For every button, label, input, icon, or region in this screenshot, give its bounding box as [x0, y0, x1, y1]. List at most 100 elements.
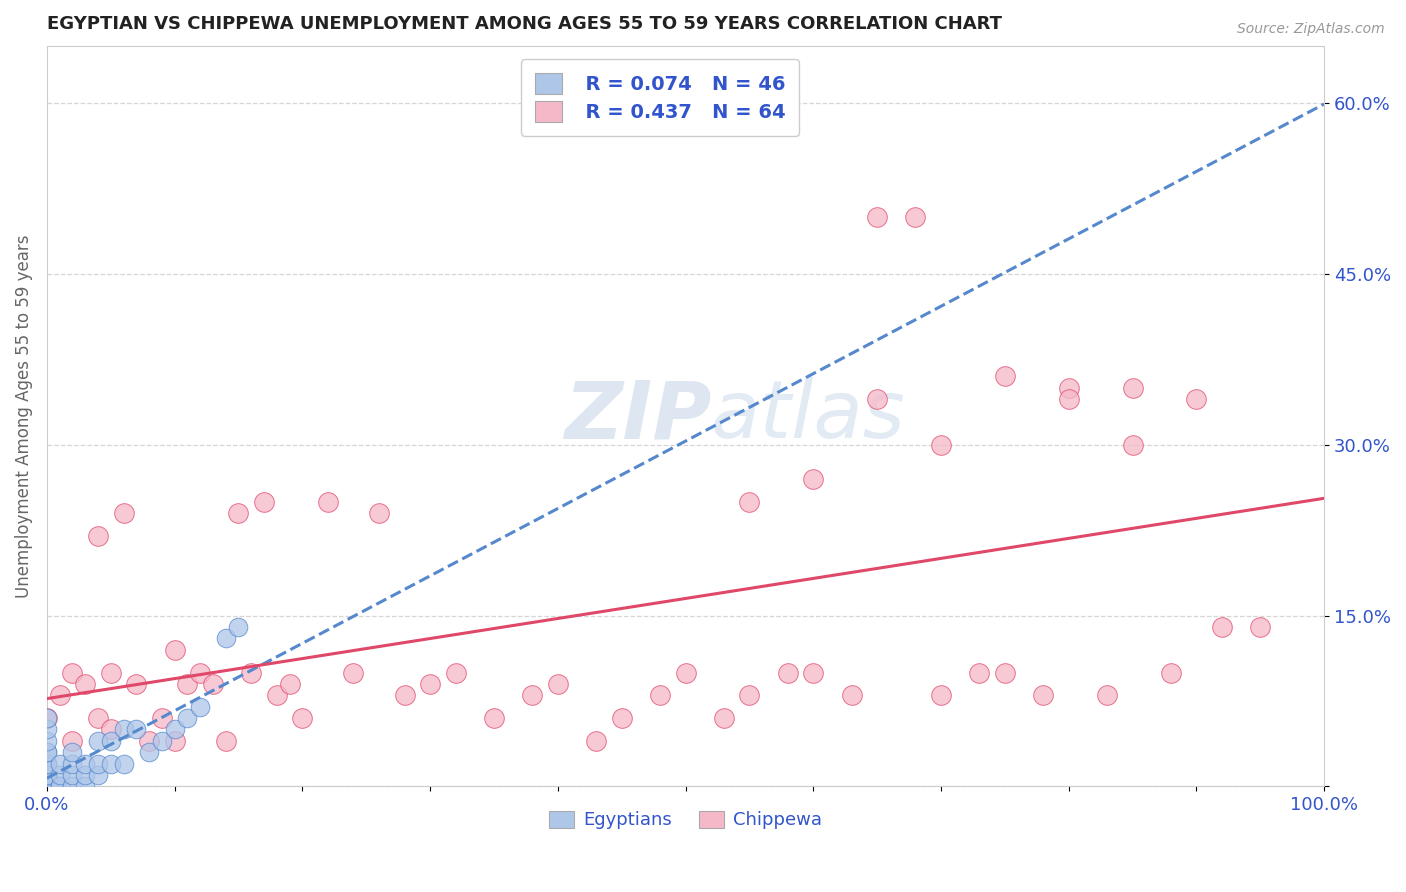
Point [994, 369, 1017, 384]
Point [1057, 381, 1080, 395]
Point [87, 768, 110, 782]
Point [188, 665, 211, 680]
Point [35, 780, 58, 794]
Point [1122, 437, 1144, 451]
Point [610, 711, 633, 725]
Point [291, 711, 314, 725]
Point [35, 780, 58, 794]
Point [215, 632, 238, 646]
Point [176, 711, 198, 725]
Point [738, 494, 761, 508]
Point [100, 756, 122, 771]
Point [522, 688, 544, 702]
Point [100, 665, 122, 680]
Point [48, 780, 70, 794]
Point [585, 734, 607, 748]
Point [35, 756, 58, 771]
Point [394, 688, 416, 702]
Point [150, 734, 173, 748]
Point [35, 711, 58, 725]
Point [866, 392, 889, 406]
Point [278, 677, 301, 691]
Point [929, 437, 952, 451]
Point [1057, 392, 1080, 406]
Point [62, 734, 84, 748]
Point [62, 745, 84, 759]
Point [188, 699, 211, 714]
Point [841, 688, 863, 702]
Point [35, 745, 58, 759]
Point [35, 780, 58, 794]
Point [929, 688, 952, 702]
Point [35, 768, 58, 782]
Point [801, 665, 824, 680]
Point [1160, 665, 1182, 680]
Point [419, 677, 441, 691]
Text: EGYPTIAN VS CHIPPEWA UNEMPLOYMENT AMONG AGES 55 TO 59 YEARS CORRELATION CHART: EGYPTIAN VS CHIPPEWA UNEMPLOYMENT AMONG … [46, 15, 1002, 33]
Point [150, 711, 173, 725]
Point [35, 780, 58, 794]
Point [62, 665, 84, 680]
Point [201, 677, 224, 691]
Point [138, 734, 160, 748]
Point [482, 711, 505, 725]
Point [35, 734, 58, 748]
Point [87, 734, 110, 748]
Point [648, 688, 671, 702]
Point [87, 711, 110, 725]
Point [75, 756, 97, 771]
Point [62, 780, 84, 794]
Point [62, 768, 84, 782]
Point [125, 677, 148, 691]
Point [1185, 392, 1208, 406]
Point [35, 780, 58, 794]
Point [48, 756, 70, 771]
Point [35, 711, 58, 725]
Point [776, 665, 799, 680]
Point [100, 723, 122, 737]
Point [35, 768, 58, 782]
Point [228, 506, 250, 520]
Point [316, 494, 339, 508]
Text: Source: ZipAtlas.com: Source: ZipAtlas.com [1237, 22, 1385, 37]
Text: atlas: atlas [711, 377, 905, 455]
Point [35, 745, 58, 759]
Point [125, 723, 148, 737]
Point [35, 780, 58, 794]
Point [713, 711, 735, 725]
Point [1032, 688, 1054, 702]
Point [1211, 620, 1233, 634]
Point [994, 665, 1017, 680]
Legend: Egyptians, Chippewa: Egyptians, Chippewa [541, 804, 830, 837]
Point [35, 756, 58, 771]
Point [48, 768, 70, 782]
Point [240, 665, 263, 680]
Point [866, 210, 889, 224]
Point [1095, 688, 1118, 702]
Point [75, 780, 97, 794]
Point [176, 677, 198, 691]
Point [112, 506, 135, 520]
Y-axis label: Unemployment Among Ages 55 to 59 years: Unemployment Among Ages 55 to 59 years [15, 235, 32, 598]
Point [35, 768, 58, 782]
Point [547, 677, 569, 691]
Point [738, 688, 761, 702]
Point [75, 768, 97, 782]
Point [138, 745, 160, 759]
Point [112, 723, 135, 737]
Point [35, 780, 58, 794]
Point [48, 780, 70, 794]
Point [62, 756, 84, 771]
Point [75, 677, 97, 691]
Point [1122, 381, 1144, 395]
Text: ZIP: ZIP [564, 377, 711, 455]
Point [444, 665, 467, 680]
Point [87, 529, 110, 543]
Point [675, 665, 697, 680]
Point [215, 734, 238, 748]
Point [35, 723, 58, 737]
Point [112, 756, 135, 771]
Point [35, 780, 58, 794]
Point [35, 780, 58, 794]
Point [35, 780, 58, 794]
